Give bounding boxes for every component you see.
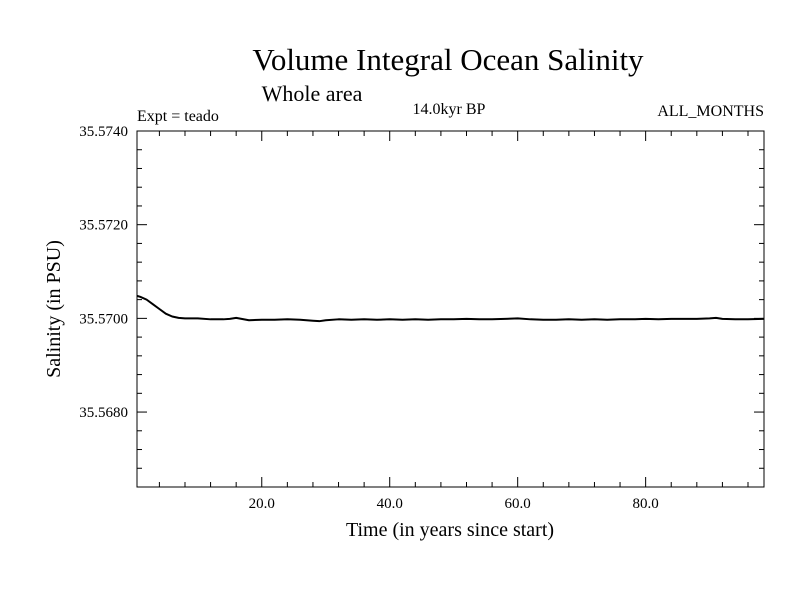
x-tick-label: 20.0 <box>249 496 275 512</box>
salinity-series-line <box>136 294 765 323</box>
y-axis-label: Salinity (in PSU) <box>43 240 65 378</box>
y-tick-label: 35.5700 <box>79 311 128 327</box>
x-tick-labels: 20.0 40.0 60.0 80.0 <box>249 496 659 512</box>
plot-frame <box>136 130 765 488</box>
period-label: 14.0kyr BP <box>413 101 486 118</box>
months-label: ALL_MONTHS <box>657 103 764 120</box>
y-tick-label: 35.5720 <box>79 218 128 234</box>
y-tick-label: 35.5680 <box>79 405 128 421</box>
chart-title: Volume Integral Ocean Salinity <box>252 42 644 77</box>
axis-ticks <box>137 130 764 488</box>
x-axis-label: Time (in years since start) <box>346 519 554 541</box>
y-tick-label: 35.5740 <box>79 124 128 140</box>
experiment-label: Expt = teado <box>137 108 219 125</box>
y-tick-labels: 35.5740 35.5720 35.5700 35.5680 <box>79 124 128 421</box>
x-tick-label: 80.0 <box>633 496 659 512</box>
x-tick-label: 40.0 <box>377 496 403 512</box>
chart-subtitle: Whole area <box>262 81 363 106</box>
x-tick-label: 60.0 <box>505 496 531 512</box>
